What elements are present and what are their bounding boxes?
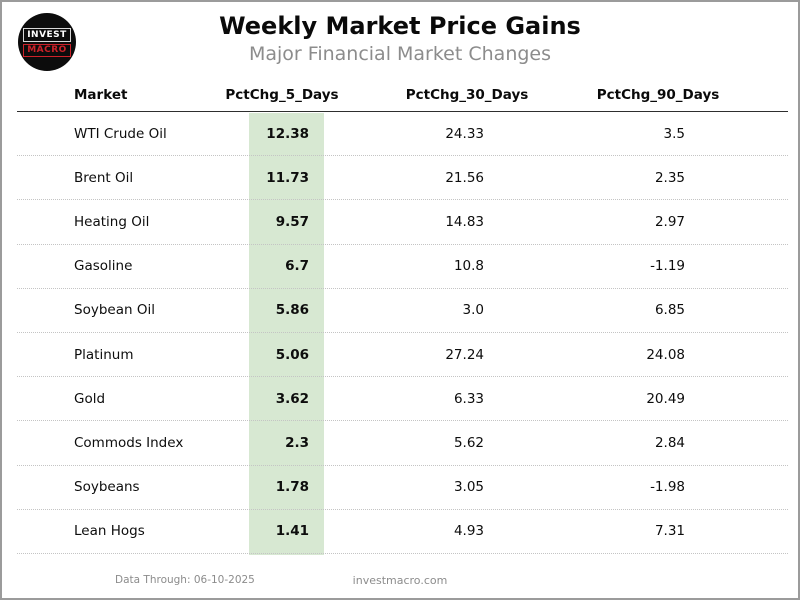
pctchg-5-value: 5.06 <box>275 346 309 363</box>
pctchg-90-value: 3.5 <box>663 125 685 142</box>
pctchg-5-value: 1.41 <box>275 523 309 540</box>
table-row: Brent Oil 11.73 21.56 2.35 <box>17 156 788 201</box>
market-name: Gold <box>74 390 106 407</box>
pctchg-90-value: 7.31 <box>654 523 685 540</box>
logo-invest-text: INVEST <box>23 27 71 42</box>
pctchg-30-value: 5.62 <box>453 434 484 451</box>
pctchg-90-value: -1.98 <box>650 479 685 496</box>
column-header-pctchg-30-days: PctChg_30_Days <box>405 87 529 103</box>
pctchg-30-value: 3.05 <box>453 479 484 496</box>
table-body: WTI Crude Oil 12.38 24.33 3.5 Brent Oil … <box>17 112 788 554</box>
market-table: Market PctChg_5_Days PctChg_30_Days PctC… <box>17 81 788 554</box>
pctchg-5-value: 6.7 <box>285 258 309 275</box>
pctchg-5-value: 2.3 <box>285 434 309 451</box>
market-name: Heating Oil <box>74 213 150 230</box>
column-header-market: Market <box>74 87 128 103</box>
pctchg-90-value: 2.84 <box>654 434 685 451</box>
pctchg-30-value: 4.93 <box>453 523 484 540</box>
table-row: Soybean Oil 5.86 3.0 6.85 <box>17 289 788 333</box>
table-row: Lean Hogs 1.41 4.93 7.31 <box>17 510 788 554</box>
market-name: Brent Oil <box>74 169 134 186</box>
table-row: Gold 3.62 6.33 20.49 <box>17 377 788 422</box>
pctchg-30-value: 10.8 <box>453 258 484 275</box>
market-name: WTI Crude Oil <box>74 125 167 142</box>
pctchg-90-value: -1.19 <box>650 258 685 275</box>
column-header-pctchg-90-days: PctChg_90_Days <box>596 87 720 103</box>
pctchg-90-value: 6.85 <box>654 302 685 319</box>
data-through-label: Data Through: 06-10-2025 <box>115 574 255 586</box>
pctchg-5-value: 11.73 <box>266 169 309 186</box>
table-row: Platinum 5.06 27.24 24.08 <box>17 333 788 378</box>
market-name: Soybean Oil <box>74 302 155 319</box>
pctchg-90-value: 24.08 <box>646 346 685 363</box>
pctchg-5-value: 12.38 <box>266 125 309 142</box>
column-header-pctchg-5-days: PctChg_5_Days <box>225 87 339 103</box>
pctchg-30-value: 14.83 <box>445 213 484 230</box>
logo-macro-text: MACRO <box>23 43 71 57</box>
table-header-row: Market PctChg_5_Days PctChg_30_Days PctC… <box>17 81 788 112</box>
page-subtitle: Major Financial Market Changes <box>248 43 552 65</box>
investmacro-logo: INVEST MACRO <box>18 13 76 71</box>
table-row: Commods Index 2.3 5.62 2.84 <box>17 421 788 466</box>
table-row: Soybeans 1.78 3.05 -1.98 <box>17 466 788 510</box>
pctchg-90-value: 2.97 <box>654 213 685 230</box>
table-row: Heating Oil 9.57 14.83 2.97 <box>17 200 788 245</box>
pctchg-30-value: 3.0 <box>462 302 484 319</box>
pctchg-5-value: 5.86 <box>275 302 309 319</box>
market-name: Platinum <box>74 346 134 363</box>
pctchg-90-value: 20.49 <box>646 390 685 407</box>
pctchg-5-value: 3.62 <box>275 390 309 407</box>
pctchg-30-value: 6.33 <box>453 390 484 407</box>
market-name: Gasoline <box>74 258 133 275</box>
table-row: WTI Crude Oil 12.38 24.33 3.5 <box>17 112 788 157</box>
page-title: Weekly Market Price Gains <box>219 12 581 40</box>
market-name: Lean Hogs <box>74 523 145 540</box>
market-name: Soybeans <box>74 479 140 496</box>
market-name: Commods Index <box>74 434 184 451</box>
pctchg-5-value: 1.78 <box>275 479 309 496</box>
pctchg-30-value: 27.24 <box>445 346 484 363</box>
pctchg-30-value: 21.56 <box>445 169 484 186</box>
table-row: Gasoline 6.7 10.8 -1.19 <box>17 245 788 289</box>
pctchg-5-value: 9.57 <box>275 213 309 230</box>
pctchg-90-value: 2.35 <box>654 169 685 186</box>
highlight-band <box>249 113 324 555</box>
website-label: investmacro.com <box>352 574 448 587</box>
pctchg-30-value: 24.33 <box>445 125 484 142</box>
